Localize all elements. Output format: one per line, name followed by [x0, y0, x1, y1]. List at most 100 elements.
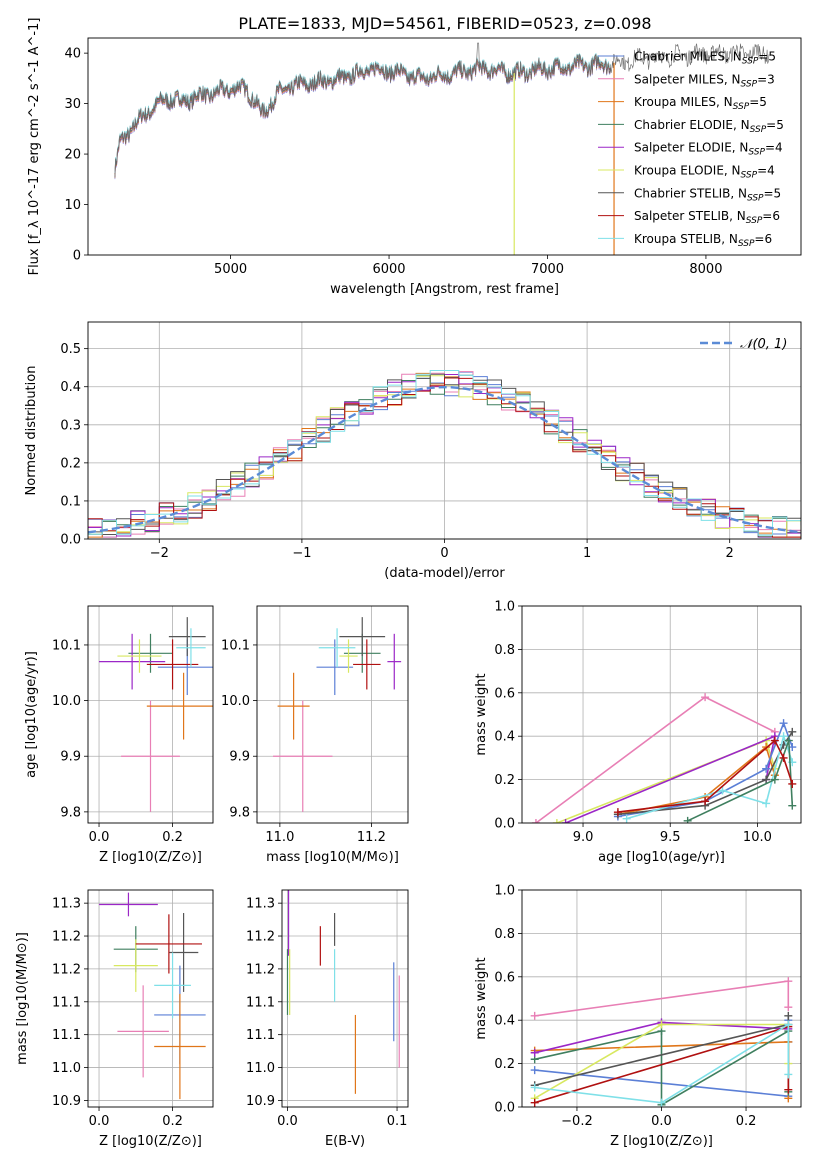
y-tick-label: 1.0 [494, 600, 515, 615]
y-tick-label: 11.0 [52, 1061, 81, 1076]
plot-area [99, 892, 206, 1100]
y-tick-label: 11.3 [246, 897, 275, 912]
x-tick-label: 0.0 [89, 1114, 110, 1129]
axes-frame [521, 605, 802, 824]
model-line [114, 57, 611, 178]
histogram-step [88, 377, 801, 538]
weight-marker [784, 1085, 793, 1094]
legend-label: Kroupa MILES, NSSP=5 [634, 95, 767, 112]
x-tick-label: −0.2 [561, 1114, 593, 1129]
y-tick-label: 0.0 [494, 1101, 515, 1116]
y-axis-label: mass weight [474, 673, 489, 755]
weight-marker [784, 736, 793, 745]
weight-marker [657, 1098, 666, 1107]
weight-marker [613, 808, 622, 817]
legend-label: 𝒩(0, 1) [740, 337, 787, 352]
weight-marker [784, 1020, 793, 1029]
y-tick-label: 0.4 [494, 1014, 515, 1029]
y-tick-label: 0.0 [60, 533, 81, 548]
weight-marker [762, 775, 771, 784]
weight-line [534, 1023, 790, 1104]
x-tick-label: 2 [726, 546, 734, 561]
x-axis-label: (data-model)/error [384, 566, 505, 581]
x-axis-label: age [log10(age/yr)] [598, 850, 725, 865]
axes-frame [256, 605, 409, 824]
x-tick-label: 0.1 [387, 1114, 408, 1129]
weight-marker [770, 736, 779, 745]
axes-frame [521, 889, 802, 1108]
x-tick-label: 9.5 [660, 830, 681, 845]
y-tick-label: 11.1 [246, 995, 275, 1010]
weight-marker [784, 1003, 793, 1012]
legend-label: Chabrier STELIB, NSSP=5 [634, 186, 781, 203]
weight-marker [530, 1066, 539, 1075]
y-tick-label: 10 [64, 198, 81, 213]
y-tick-label: 10.0 [221, 694, 250, 709]
y-axis-label: age [log10(age/yr)] [24, 651, 39, 778]
gaussian-curve [88, 385, 801, 534]
y-tick-label: 0.1 [60, 494, 81, 509]
x-tick-label: 0.2 [736, 1114, 757, 1129]
weight-marker [779, 753, 788, 762]
y-tick-label: 11.1 [52, 1028, 81, 1043]
y-tick-label: 11.1 [246, 1028, 275, 1043]
axes-frame [281, 889, 409, 1108]
y-tick-label: 9.9 [229, 750, 250, 765]
y-tick-label: 40 [64, 47, 81, 62]
weight-marker [622, 814, 631, 823]
weight-marker [530, 1048, 539, 1057]
y-tick-label: 11.2 [246, 962, 275, 977]
weight-marker [530, 1098, 539, 1107]
x-tick-label: 0.2 [162, 830, 183, 845]
y-tick-label: 10.9 [246, 1094, 275, 1109]
x-tick-label: 1 [583, 546, 591, 561]
y-tick-label: 9.8 [229, 805, 250, 820]
axes-frame [87, 37, 802, 256]
weight-marker [762, 764, 771, 773]
y-tick-label: 0.3 [60, 418, 81, 433]
plot-area [88, 370, 801, 538]
x-tick-label: 7000 [531, 262, 564, 277]
y-tick-label: 11.2 [52, 962, 81, 977]
weight-marker [701, 797, 710, 806]
legend-label: Salpeter MILES, NSSP=3 [634, 72, 775, 89]
y-tick-label: 9.9 [60, 750, 81, 765]
weight-marker [701, 693, 710, 702]
weight-marker [788, 779, 797, 788]
panel-age_vs_Z: 0.0 0.2 9.8 9.9 10.0 10.1 Z [log10(Z/Z⊙)] age [… [24, 605, 214, 865]
x-tick-label: −2 [150, 546, 169, 561]
weight-marker [779, 732, 788, 741]
panel-weight_vs_age: 9.0 9.5 10.0 0.0 0.2 0.4 0.6 0.8 1.0 age [log10(a… [474, 600, 802, 865]
histogram-step [88, 370, 801, 538]
y-tick-label: 0.0 [494, 817, 515, 832]
data-line [114, 42, 770, 178]
weight-marker [788, 801, 797, 810]
axes-frame [87, 605, 214, 824]
panel-age_vs_mass: 11.0 11.2 9.8 9.9 10.0 10.1 mass [log10(M/M⊙)] [221, 605, 409, 865]
x-tick-label: 11.2 [357, 830, 386, 845]
weight-marker [552, 819, 561, 823]
y-tick-label: 1.0 [494, 884, 515, 899]
axes-frame [87, 889, 214, 1108]
weight-marker [770, 775, 779, 784]
plot-area [273, 617, 402, 812]
y-tick-label: 11.3 [52, 897, 81, 912]
legend-label: Kroupa ELODIE, NSSP=4 [634, 164, 775, 181]
weight-marker [657, 1020, 666, 1029]
y-tick-label: 11.2 [52, 930, 81, 945]
y-axis-label: mass weight [474, 957, 489, 1039]
y-tick-label: 0.8 [494, 927, 515, 942]
x-axis-label: mass [log10(M/M⊙)] [266, 850, 399, 865]
legend-label: Chabrier MILES, NSSP=5 [634, 50, 776, 67]
y-tick-label: 10.1 [52, 638, 81, 653]
plot-area [530, 977, 793, 1107]
x-axis-label: Z [log10(Z/Z⊙)] [99, 850, 202, 865]
x-tick-label: −1 [292, 546, 311, 561]
y-tick-label: 30 [64, 97, 81, 112]
weight-line [534, 1029, 790, 1107]
x-axis-label: Z [log10(Z/Z⊙)] [610, 1134, 713, 1149]
weight-marker [683, 816, 692, 823]
weight-marker [561, 819, 570, 823]
weight-marker [788, 727, 797, 736]
